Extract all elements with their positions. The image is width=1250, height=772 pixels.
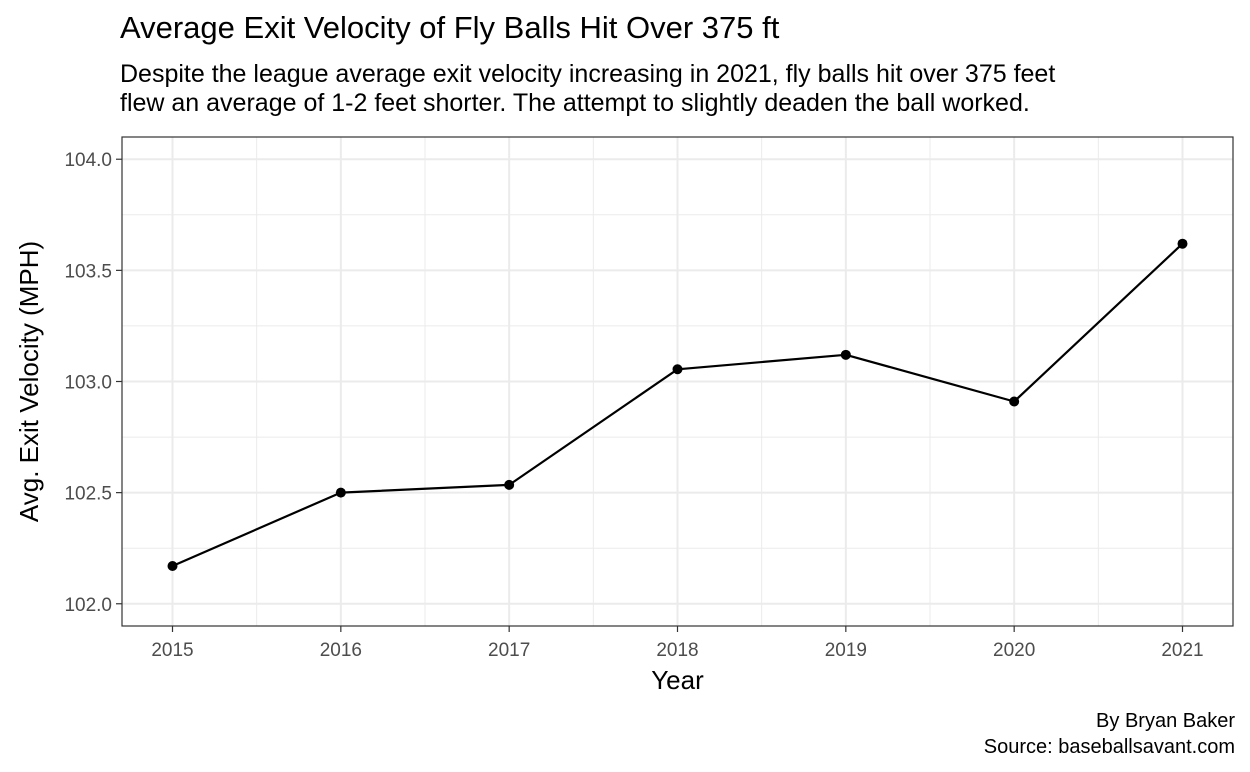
- caption-source: Source: baseballsavant.com: [983, 736, 1235, 758]
- subtitle-line-2: flew an average of 1-2 feet shorter. The…: [120, 89, 1030, 117]
- major-gridlines: [122, 137, 1233, 626]
- data-point: [504, 479, 515, 490]
- y-tick-label: 103.0: [64, 373, 112, 394]
- x-tick-label: 2018: [656, 640, 698, 661]
- x-tick-label: 2020: [993, 640, 1035, 661]
- data-point: [840, 349, 851, 360]
- x-tick-label: 2015: [151, 640, 193, 661]
- x-tick-label: 2016: [320, 640, 362, 661]
- series-exit-velocity: [167, 238, 1188, 571]
- y-tick-label: 103.5: [64, 261, 112, 282]
- y-tick-label: 104.0: [64, 150, 112, 171]
- y-tick-label: 102.5: [64, 484, 112, 505]
- y-axis-title: Avg. Exit Velocity (MPH): [14, 241, 44, 522]
- x-axis: 2015 2016 2017 2018 2019 2020 2021: [151, 626, 1204, 661]
- x-tick-label: 2019: [825, 640, 867, 661]
- x-axis-title: Year: [651, 665, 704, 695]
- x-tick-label: 2021: [1161, 640, 1203, 661]
- caption: By Bryan Baker Source: baseballsavant.co…: [984, 708, 1235, 760]
- caption-author: By Bryan Baker: [1096, 710, 1235, 732]
- data-point: [1009, 396, 1020, 407]
- data-point: [1177, 238, 1188, 249]
- y-axis: 102.0 102.5 103.0 103.5 104.0: [64, 150, 122, 616]
- data-point: [672, 364, 683, 375]
- x-tick-label: 2017: [488, 640, 530, 661]
- chart-subtitle: Despite the league average exit velocity…: [120, 60, 1055, 118]
- chart-title: Average Exit Velocity of Fly Balls Hit O…: [120, 10, 780, 45]
- data-point: [167, 560, 178, 571]
- y-tick-label: 102.0: [64, 595, 112, 616]
- data-point: [335, 487, 346, 498]
- subtitle-line-1: Despite the league average exit velocity…: [120, 60, 1056, 88]
